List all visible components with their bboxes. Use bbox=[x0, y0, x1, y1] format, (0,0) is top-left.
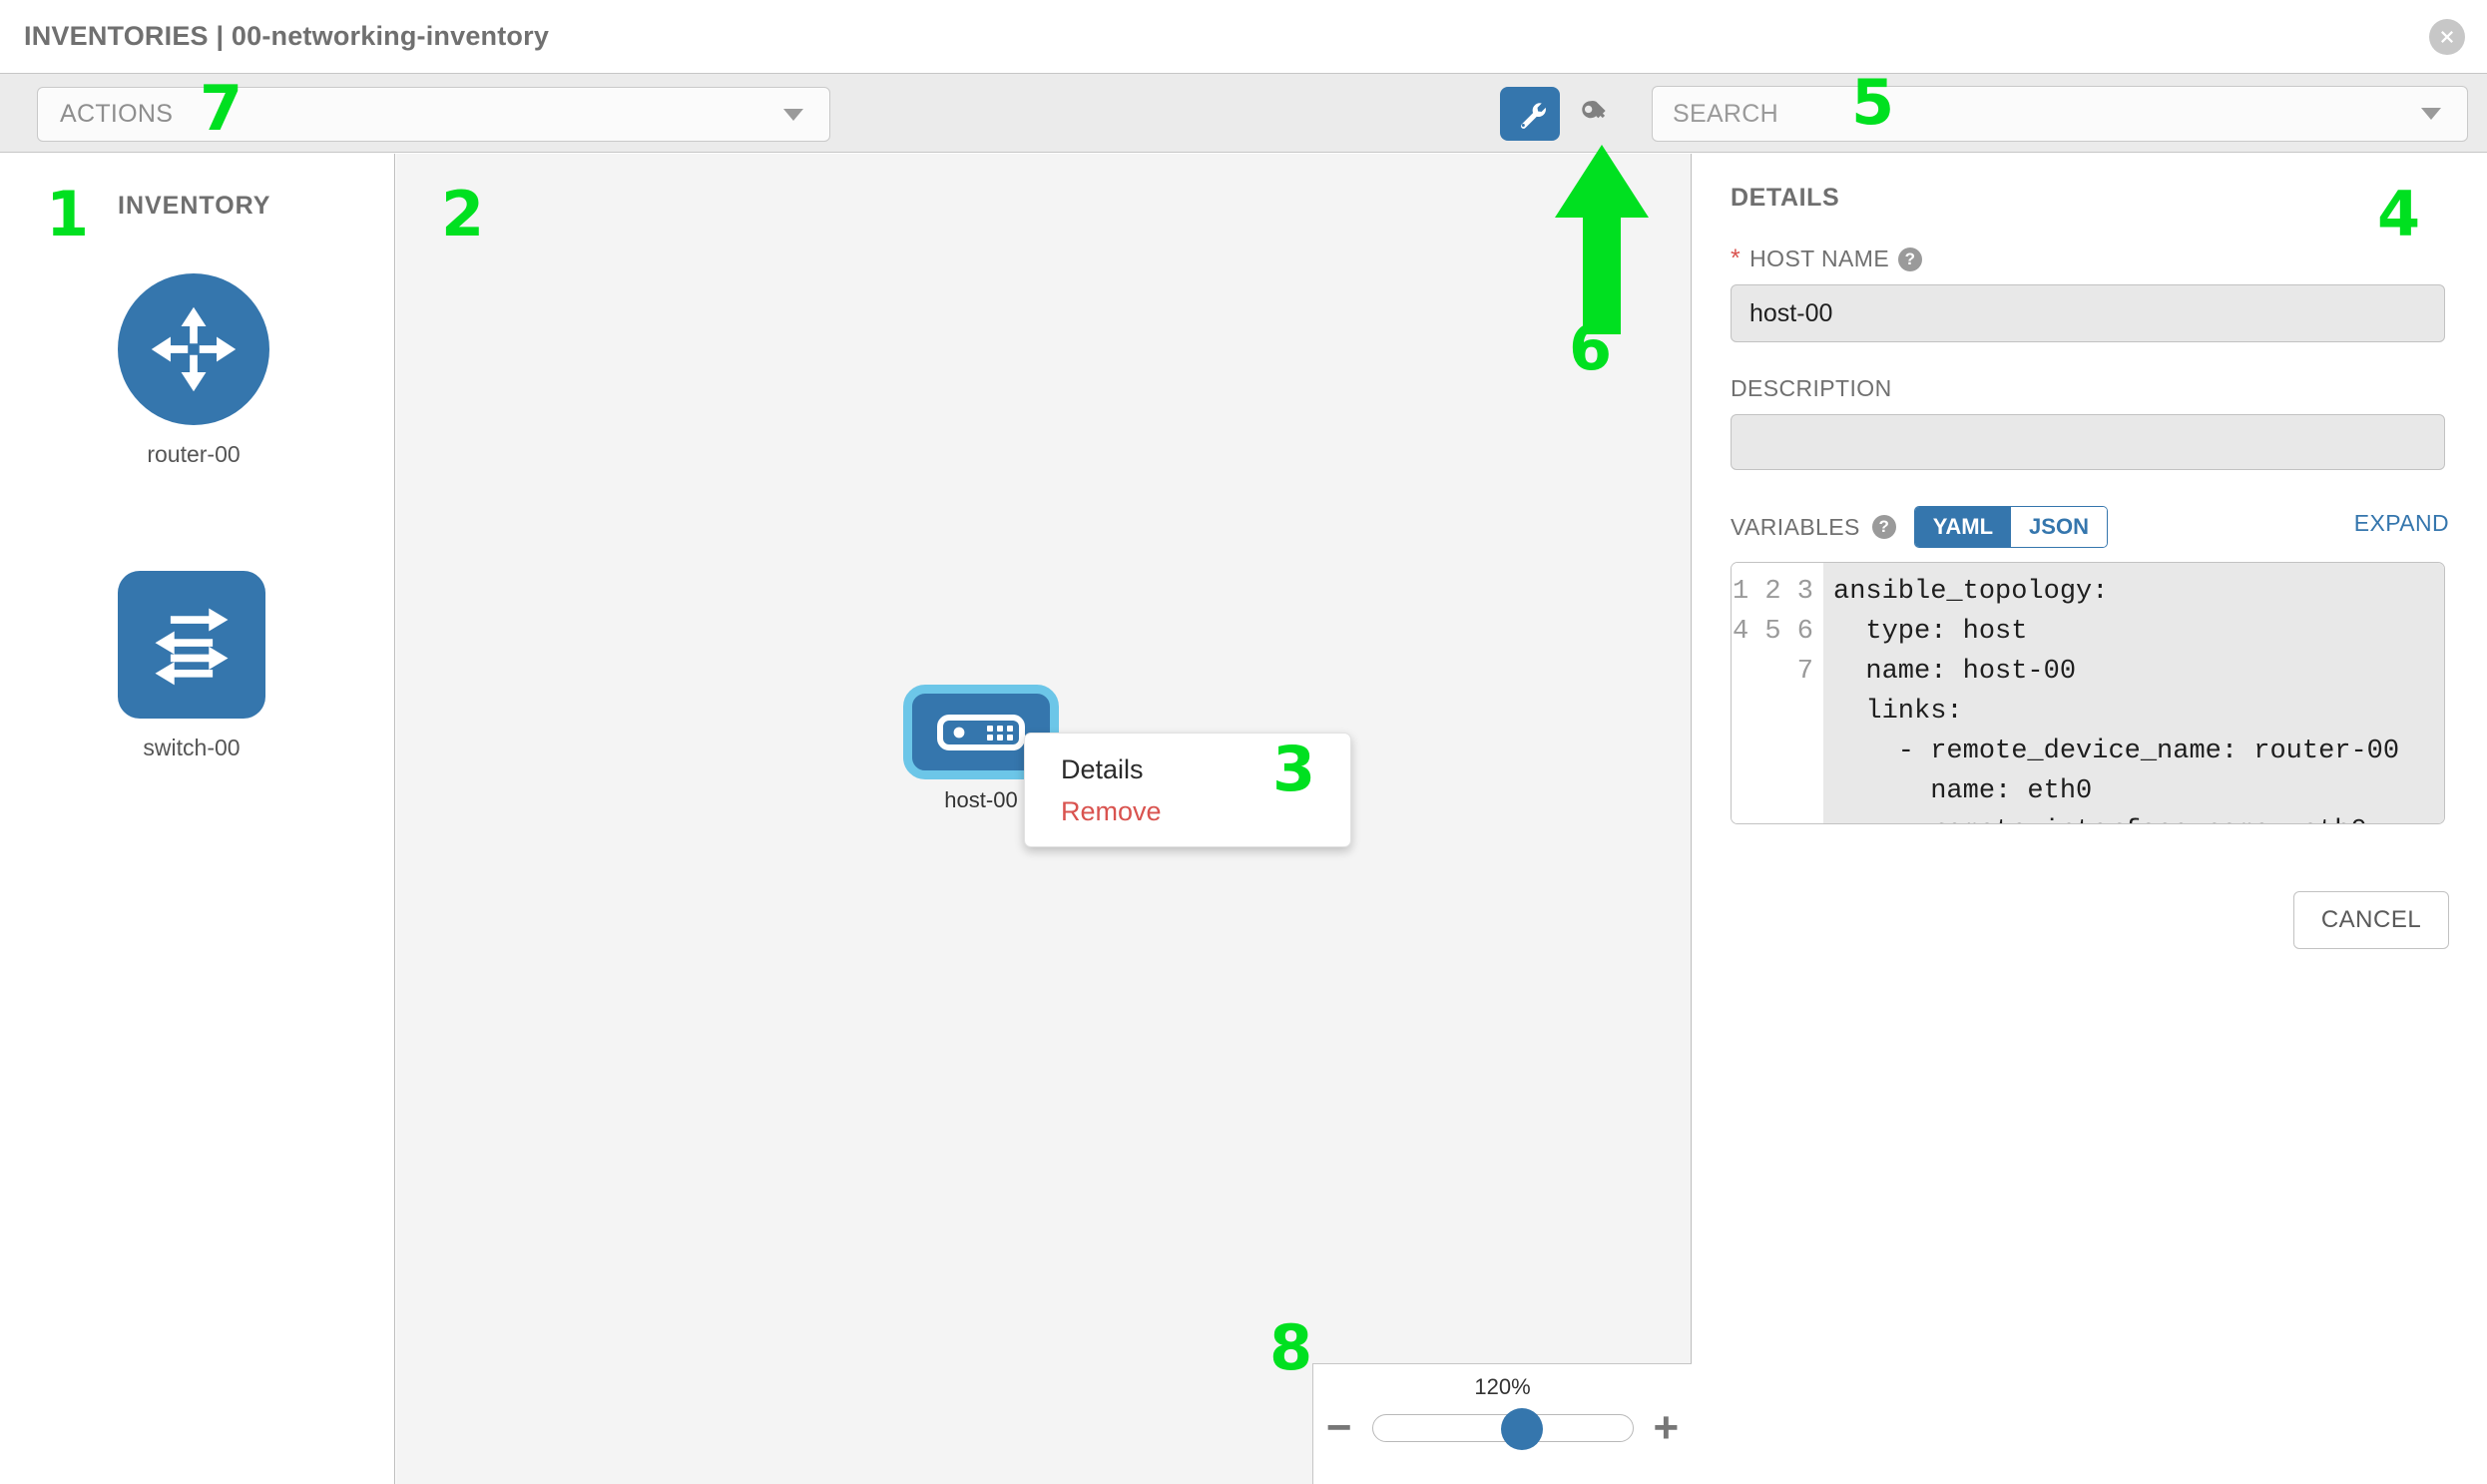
search-input[interactable]: SEARCH bbox=[1652, 86, 2468, 142]
window-header: INVENTORIES | 00-networking-inventory bbox=[0, 0, 2487, 73]
variables-format-toggle: YAML JSON bbox=[1913, 506, 2108, 548]
inventory-panel: INVENTORY router-00 bbox=[0, 154, 395, 1484]
inventory-node-label: router-00 bbox=[147, 441, 241, 467]
search-placeholder: SEARCH bbox=[1673, 99, 1778, 128]
cancel-button[interactable]: CANCEL bbox=[2293, 891, 2449, 949]
details-panel: DETAILS * HOST NAME ? host-00 DESCRIPTIO… bbox=[1693, 154, 2487, 1484]
variables-row: VARIABLES ? YAML JSON EXPAND bbox=[1731, 506, 2449, 548]
key-icon[interactable] bbox=[1569, 88, 1621, 140]
zoom-slider-row: − + bbox=[1313, 1402, 1692, 1452]
wrench-icon[interactable] bbox=[1500, 87, 1560, 141]
actions-dropdown[interactable]: ACTIONS bbox=[37, 87, 830, 142]
topology-canvas[interactable]: host-00 Details Remove bbox=[396, 154, 1692, 1484]
inventory-panel-title: INVENTORY bbox=[118, 192, 271, 220]
zoom-in-button[interactable]: + bbox=[1653, 1402, 1680, 1452]
canvas-node-label: host-00 bbox=[942, 787, 1020, 813]
zoom-control: 120% − + bbox=[1312, 1363, 1692, 1484]
inventory-node-label: switch-00 bbox=[143, 735, 241, 760]
description-label-text: DESCRIPTION bbox=[1731, 375, 1892, 401]
details-panel-title: DETAILS bbox=[1731, 184, 1840, 212]
host-name-label: * HOST NAME ? bbox=[1731, 246, 2449, 272]
format-toggle-json[interactable]: JSON bbox=[2011, 507, 2107, 547]
context-menu-item-details[interactable]: Details bbox=[1061, 754, 1144, 784]
inventory-node-router[interactable]: router-00 bbox=[118, 273, 269, 468]
required-asterisk: * bbox=[1731, 245, 1741, 272]
chevron-down-icon bbox=[783, 108, 803, 121]
help-icon[interactable]: ? bbox=[1898, 247, 1923, 271]
chevron-down-icon bbox=[2421, 108, 2441, 120]
router-icon bbox=[118, 273, 269, 425]
description-label: DESCRIPTION bbox=[1731, 375, 2449, 402]
page-title: INVENTORIES | 00-networking-inventory bbox=[24, 21, 550, 51]
close-icon[interactable] bbox=[2429, 19, 2465, 55]
inventory-node-switch[interactable]: switch-00 bbox=[118, 571, 265, 761]
switch-icon bbox=[118, 571, 265, 719]
description-field[interactable] bbox=[1731, 414, 2445, 470]
zoom-slider[interactable] bbox=[1371, 1408, 1634, 1450]
canvas-node-host[interactable]: host-00 bbox=[903, 685, 1059, 813]
variables-editor[interactable]: 1 2 3 4 5 6 7 ansible_topology: type: ho… bbox=[1731, 562, 2445, 824]
variables-label: VARIABLES bbox=[1731, 513, 1860, 540]
zoom-slider-thumb[interactable] bbox=[1500, 1408, 1543, 1450]
node-context-menu: Details Remove bbox=[1024, 733, 1351, 847]
actions-dropdown-label: ACTIONS bbox=[60, 100, 174, 128]
help-icon[interactable]: ? bbox=[1871, 515, 1896, 539]
zoom-percent-label: 120% bbox=[1474, 1374, 1531, 1399]
host-name-label-text: HOST NAME bbox=[1749, 246, 1890, 271]
editor-content[interactable]: ansible_topology: type: host name: host-… bbox=[1823, 563, 2444, 823]
host-name-field[interactable]: host-00 bbox=[1731, 284, 2445, 342]
expand-link[interactable]: EXPAND bbox=[2353, 510, 2449, 536]
zoom-out-button[interactable]: − bbox=[1325, 1402, 1352, 1452]
format-toggle-yaml[interactable]: YAML bbox=[1914, 507, 2012, 547]
editor-line-numbers: 1 2 3 4 5 6 7 bbox=[1732, 563, 1823, 823]
context-menu-item-remove[interactable]: Remove bbox=[1061, 795, 1162, 826]
